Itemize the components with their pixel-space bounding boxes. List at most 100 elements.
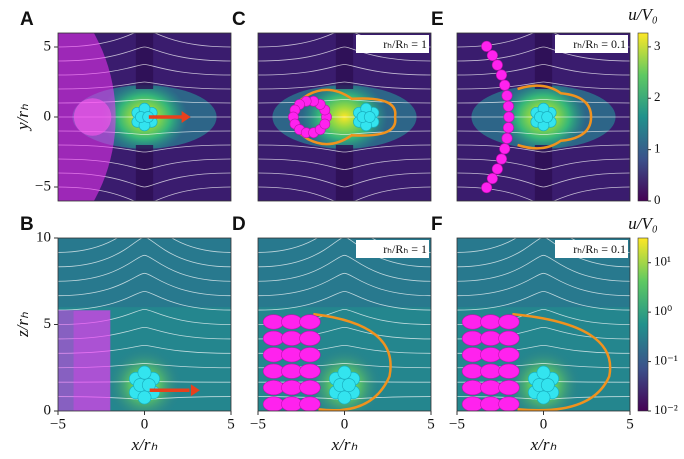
colorbar-tick-label: 2	[654, 89, 661, 104]
x-tick-label: 5	[626, 416, 634, 432]
cell	[541, 111, 553, 123]
cell	[540, 378, 555, 392]
panel-letter: B	[20, 214, 34, 235]
wall-bead	[499, 79, 511, 91]
wall-bead	[461, 314, 484, 330]
streamline	[258, 186, 431, 201]
cell	[141, 378, 156, 392]
cell	[137, 365, 152, 380]
x-axis-label: x/rₕ	[131, 435, 158, 454]
colorbar-tick-label: 0	[654, 192, 661, 207]
wall-bead	[498, 330, 520, 346]
cell	[536, 390, 551, 405]
streamline	[258, 254, 431, 282]
dark-band	[335, 33, 354, 89]
wall-bead	[480, 314, 502, 330]
x-axis-label: x/rₕ	[331, 435, 358, 454]
wall-bead	[281, 330, 303, 346]
x-tick-label: −5	[50, 416, 66, 432]
y-axis-label: y/rₕ	[13, 104, 32, 132]
streamline	[258, 238, 431, 268]
streamline	[258, 144, 431, 153]
wall-bead	[461, 363, 484, 379]
x-tick-label: −5	[449, 416, 465, 432]
streamline	[58, 254, 231, 282]
annotation-box	[356, 240, 429, 258]
colorbar-label: u/V₀	[628, 214, 658, 233]
dark-band	[335, 145, 354, 201]
panel-letter: E	[431, 9, 444, 30]
wall-bead	[495, 69, 507, 81]
y-axis-label: z/rₕ	[13, 312, 32, 338]
streamline	[58, 238, 231, 268]
dark-band	[534, 33, 553, 89]
x-tick-label: 5	[427, 416, 435, 432]
annotation-box	[555, 240, 628, 258]
contour	[313, 312, 392, 411]
y-tick-label: 0	[44, 402, 52, 418]
y-tick-label: 5	[44, 38, 52, 54]
colorbar-label: u/V₀	[628, 5, 658, 24]
wall-bead	[262, 347, 285, 363]
wall-bead	[486, 49, 498, 61]
cell	[137, 390, 152, 405]
wall-bead	[461, 380, 484, 396]
wall-bead	[498, 396, 520, 411]
panel	[457, 33, 630, 201]
x-tick-label: 5	[227, 416, 235, 432]
panel	[58, 238, 231, 411]
y-tick-label: 10	[36, 229, 51, 245]
x-tick-label: 0	[341, 416, 349, 432]
streamline	[258, 46, 431, 62]
streamline	[457, 172, 630, 188]
wall-bead	[491, 59, 503, 71]
wall-bead	[299, 330, 321, 346]
wall-bead	[262, 396, 285, 411]
panel-letter: C	[232, 9, 246, 30]
streamline	[457, 186, 630, 201]
cell	[341, 378, 356, 392]
wall-bead	[299, 396, 321, 411]
wall-bead	[480, 330, 502, 346]
wall-bead	[499, 143, 511, 155]
wall-bead	[501, 132, 513, 144]
wall-bead	[486, 173, 498, 185]
annotation: rₕ/Rₕ = 0.1	[573, 37, 626, 51]
panel-letter: F	[431, 214, 443, 235]
annotation: rₕ/Rₕ = 1	[383, 242, 427, 256]
streamline	[457, 238, 630, 268]
wall-bead	[299, 363, 321, 379]
dark-band	[135, 33, 154, 89]
streamline	[457, 290, 630, 311]
streamline	[58, 238, 231, 253]
x-tick-label: 0	[141, 416, 149, 432]
cell	[337, 390, 352, 405]
wall-bead	[281, 396, 303, 411]
dark-band	[135, 145, 154, 201]
colorbar-tick-label: 1	[654, 141, 661, 156]
wall-bead	[299, 314, 321, 330]
wall-bead	[491, 163, 503, 175]
wall-bead	[480, 347, 502, 363]
wall-bead	[498, 314, 520, 330]
wall-bead	[299, 347, 321, 363]
wall-bead	[262, 363, 285, 379]
streamline	[58, 345, 231, 354]
wall-bead	[480, 396, 502, 411]
panel-frame	[257, 32, 432, 202]
wall-bead	[262, 330, 285, 346]
streamline	[258, 172, 431, 188]
wall-bead	[262, 314, 285, 330]
wall-bead	[495, 153, 507, 165]
wall-bead	[299, 380, 321, 396]
wall-bead	[480, 380, 502, 396]
wall-bead	[498, 380, 520, 396]
wall-bead	[503, 111, 515, 123]
contour	[517, 84, 593, 150]
wall-bead	[502, 100, 514, 112]
streamline	[258, 64, 431, 76]
panel	[258, 33, 431, 201]
image-cell	[73, 98, 112, 136]
streamline	[58, 186, 231, 201]
